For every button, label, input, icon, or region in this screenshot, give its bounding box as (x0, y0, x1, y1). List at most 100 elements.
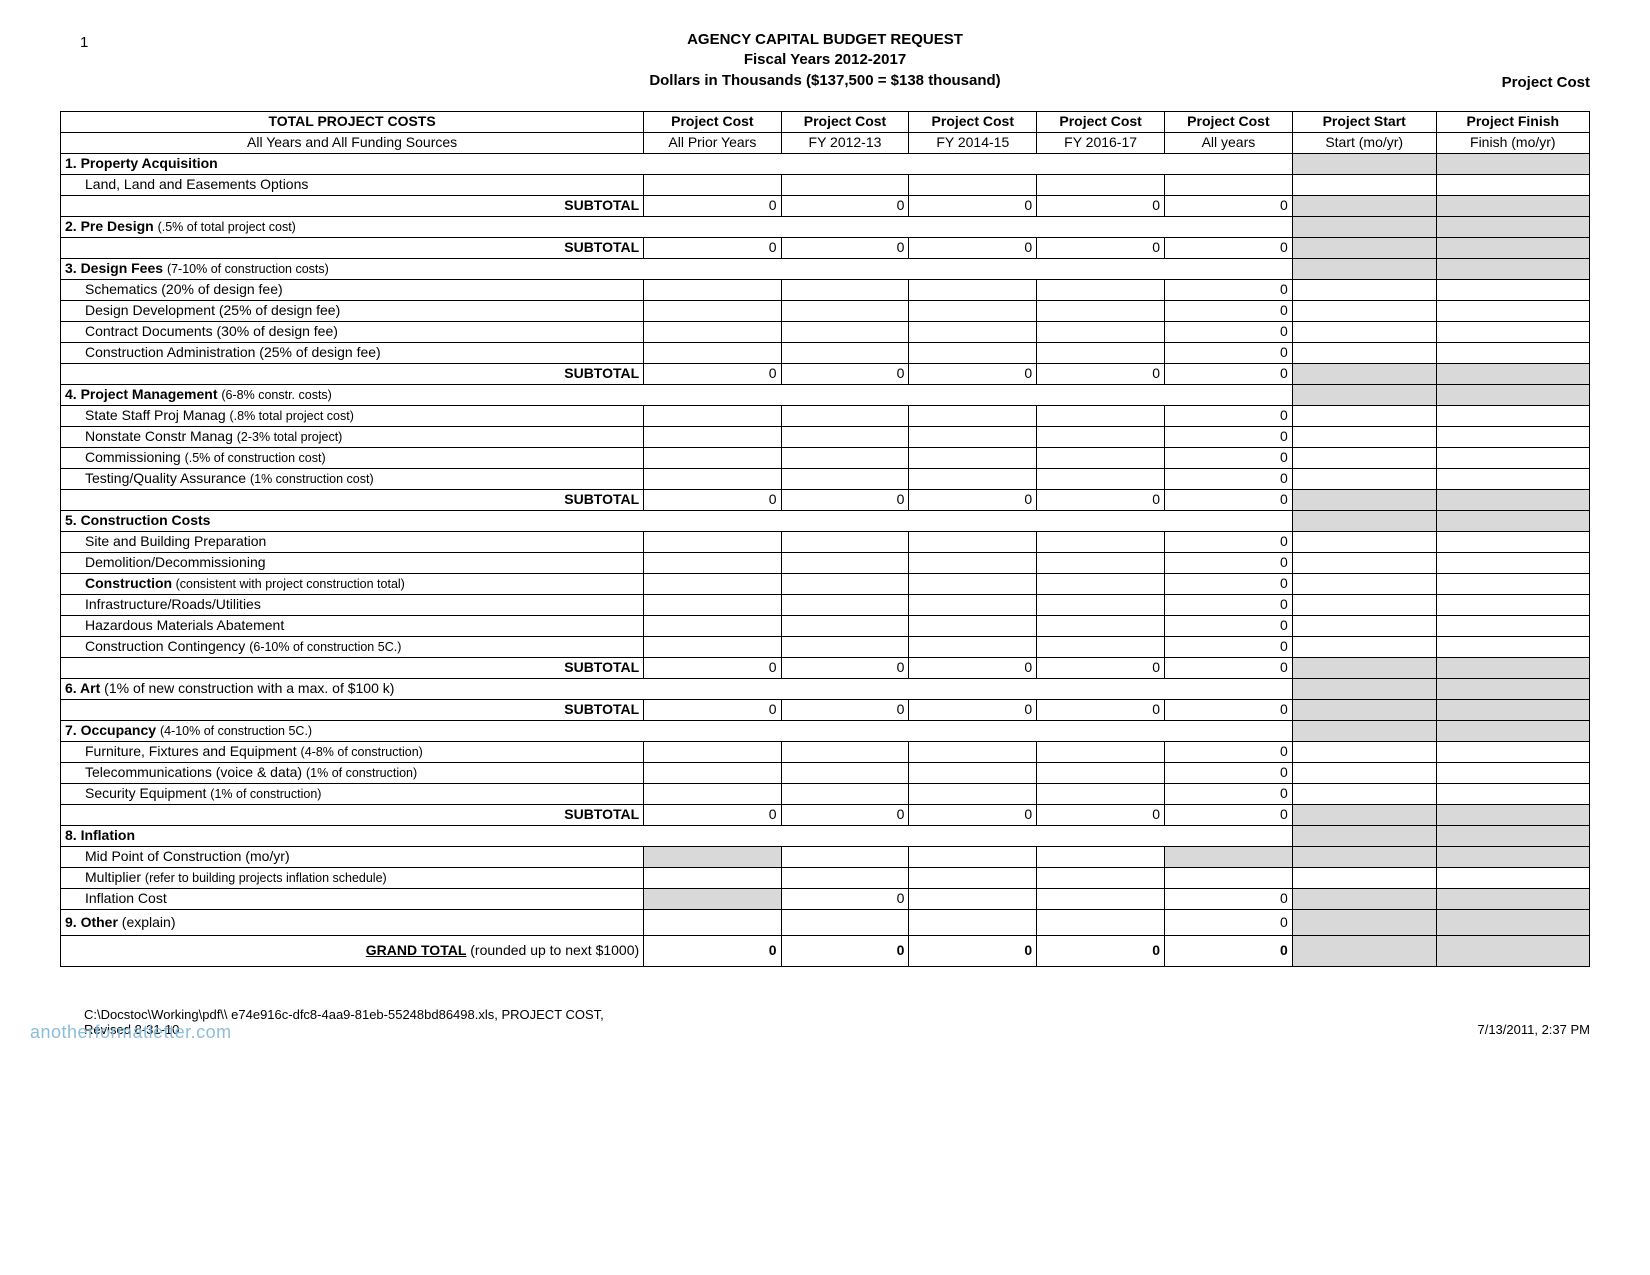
item-label: Schematics (20% of design fee) (61, 279, 644, 300)
start-cell (1292, 573, 1436, 594)
c3: 0 (909, 935, 1037, 966)
c5: 0 (1165, 489, 1293, 510)
finish-cell (1436, 489, 1589, 510)
c1 (644, 594, 781, 615)
start-cell (1292, 762, 1436, 783)
c1 (644, 447, 781, 468)
table-row: SUBTOTAL00000 (61, 657, 1590, 678)
col-0-h2: All Years and All Funding Sources (61, 132, 644, 153)
c4: 0 (1037, 237, 1165, 258)
item-label: Infrastructure/Roads/Utilities (61, 594, 644, 615)
finish-cell (1436, 636, 1589, 657)
header-line-3: Dollars in Thousands ($137,500 = $138 th… (60, 71, 1590, 91)
col-7-h2: Finish (mo/yr) (1436, 132, 1589, 153)
finish-cell (1436, 426, 1589, 447)
item-label: Mid Point of Construction (mo/yr) (61, 846, 644, 867)
c2 (781, 300, 909, 321)
c5: 0 (1165, 531, 1293, 552)
start-cell (1292, 741, 1436, 762)
item-label: Hazardous Materials Abatement (61, 615, 644, 636)
c4 (1037, 615, 1165, 636)
item-label: Construction Contingency (6-10% of const… (61, 636, 644, 657)
item-label: Design Development (25% of design fee) (61, 300, 644, 321)
c1 (644, 762, 781, 783)
table-row: Nonstate Constr Manag (2-3% total projec… (61, 426, 1590, 447)
c3 (909, 447, 1037, 468)
finish-cell (1436, 909, 1589, 935)
col-1-h1: Project Cost (644, 111, 781, 132)
c2: 0 (781, 237, 909, 258)
table-row: GRAND TOTAL (rounded up to next $1000)00… (61, 935, 1590, 966)
c5: 0 (1165, 426, 1293, 447)
table-row: SUBTOTAL00000 (61, 195, 1590, 216)
start-cell (1292, 216, 1436, 237)
table-row: Multiplier (refer to building projects i… (61, 867, 1590, 888)
c5: 0 (1165, 405, 1293, 426)
item-label: Furniture, Fixtures and Equipment (4-8% … (61, 741, 644, 762)
table-row: Mid Point of Construction (mo/yr) (61, 846, 1590, 867)
c1 (644, 783, 781, 804)
c1 (644, 405, 781, 426)
start-cell (1292, 935, 1436, 966)
c2: 0 (781, 657, 909, 678)
c4: 0 (1037, 489, 1165, 510)
finish-cell (1436, 825, 1589, 846)
start-cell (1292, 447, 1436, 468)
c2 (781, 573, 909, 594)
item-label: Demolition/Decommissioning (61, 552, 644, 573)
c1 (644, 321, 781, 342)
c3 (909, 636, 1037, 657)
table-row: Schematics (20% of design fee)0 (61, 279, 1590, 300)
c4: 0 (1037, 657, 1165, 678)
c3 (909, 321, 1037, 342)
section-label: 1. Property Acquisition (61, 153, 1293, 174)
c2 (781, 405, 909, 426)
grand-label: GRAND TOTAL (rounded up to next $1000) (61, 935, 644, 966)
finish-cell (1436, 174, 1589, 195)
c4 (1037, 783, 1165, 804)
start-cell (1292, 363, 1436, 384)
col-6-h2: Start (mo/yr) (1292, 132, 1436, 153)
c5: 0 (1165, 552, 1293, 573)
c3: 0 (909, 804, 1037, 825)
item-label: State Staff Proj Manag (.8% total projec… (61, 405, 644, 426)
c1 (644, 867, 781, 888)
c2 (781, 615, 909, 636)
finish-cell (1436, 888, 1589, 909)
start-cell (1292, 867, 1436, 888)
table-row: 6. Art (1% of new construction with a ma… (61, 678, 1590, 699)
finish-cell (1436, 699, 1589, 720)
footer-revised: Revised 8-31-10 (60, 1022, 1590, 1037)
c5 (1165, 867, 1293, 888)
start-cell (1292, 258, 1436, 279)
c3 (909, 741, 1037, 762)
c3 (909, 846, 1037, 867)
c1 (644, 174, 781, 195)
c1: 0 (644, 699, 781, 720)
c4 (1037, 846, 1165, 867)
c2 (781, 342, 909, 363)
section-label: 6. Art (1% of new construction with a ma… (61, 678, 1293, 699)
c2 (781, 531, 909, 552)
c2: 0 (781, 363, 909, 384)
col-0-h1: TOTAL PROJECT COSTS (61, 111, 644, 132)
table-row: Demolition/Decommissioning 0 (61, 552, 1590, 573)
start-cell (1292, 321, 1436, 342)
c5: 0 (1165, 594, 1293, 615)
c4 (1037, 573, 1165, 594)
finish-cell (1436, 468, 1589, 489)
item-label: Construction (consistent with project co… (61, 573, 644, 594)
table-row: SUBTOTAL00000 (61, 699, 1590, 720)
c2: 0 (781, 699, 909, 720)
c1: 0 (644, 195, 781, 216)
c3: 0 (909, 195, 1037, 216)
start-cell (1292, 909, 1436, 935)
c4 (1037, 867, 1165, 888)
start-cell (1292, 237, 1436, 258)
table-row: Construction (consistent with project co… (61, 573, 1590, 594)
table-row: Land, Land and Easements Options (61, 174, 1590, 195)
item-label: Construction Administration (25% of desi… (61, 342, 644, 363)
c5: 0 (1165, 321, 1293, 342)
c1 (644, 300, 781, 321)
c4 (1037, 279, 1165, 300)
